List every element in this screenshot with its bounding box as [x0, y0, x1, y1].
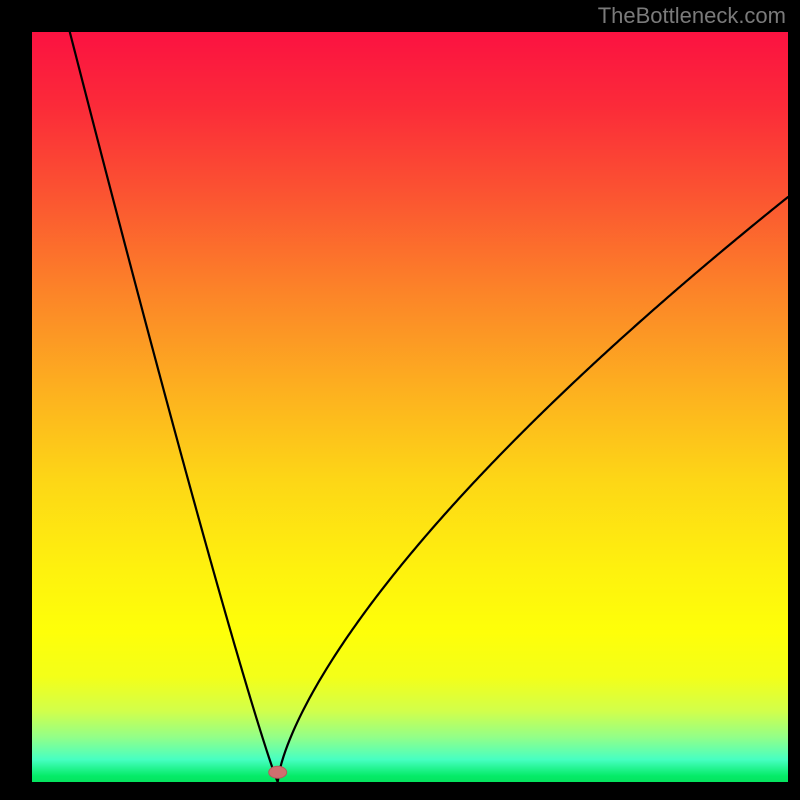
bottleneck-chart — [0, 0, 800, 800]
optimum-marker — [269, 766, 287, 778]
chart-frame: TheBottleneck.com — [0, 0, 800, 800]
watermark-text: TheBottleneck.com — [598, 3, 786, 29]
